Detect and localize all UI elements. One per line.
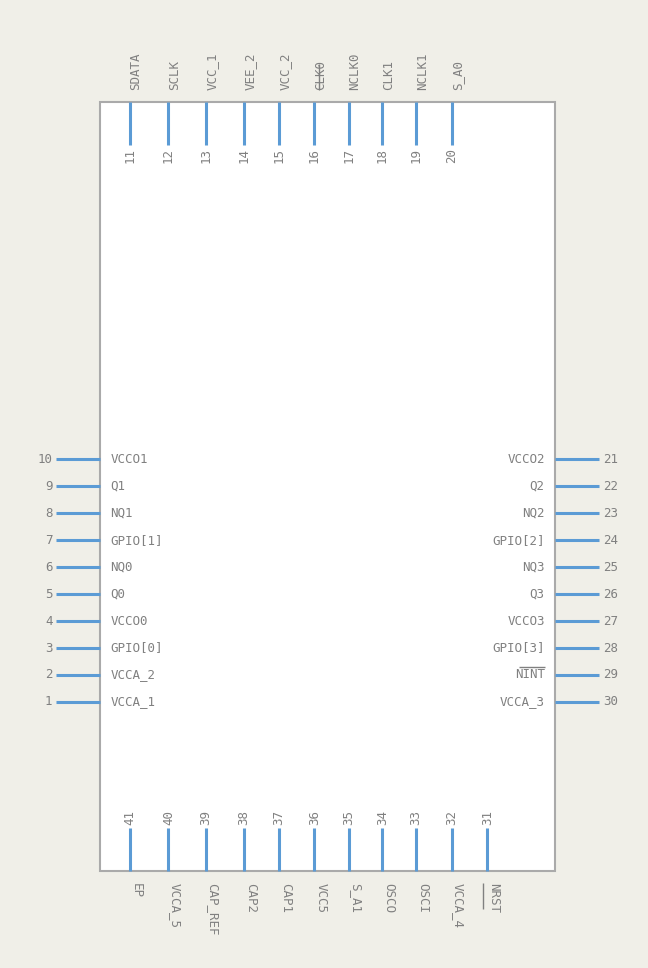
Text: GPIO[3]: GPIO[3] [492, 642, 545, 654]
Text: VCCA_1: VCCA_1 [110, 695, 156, 709]
Text: 10: 10 [38, 453, 52, 466]
Text: 15: 15 [272, 148, 285, 164]
Text: 41: 41 [123, 809, 136, 825]
Text: 17: 17 [342, 148, 355, 164]
Text: CAP2: CAP2 [244, 883, 257, 913]
Text: 33: 33 [410, 809, 422, 825]
Text: 40: 40 [162, 809, 175, 825]
Text: NQ1: NQ1 [110, 507, 133, 520]
Text: VCCO2: VCCO2 [507, 453, 545, 466]
Text: NQ3: NQ3 [522, 560, 545, 574]
Text: 2: 2 [45, 669, 52, 681]
Text: Q0: Q0 [110, 588, 126, 601]
Text: 26: 26 [603, 588, 618, 601]
Text: 35: 35 [342, 809, 355, 825]
Text: VCCO0: VCCO0 [110, 615, 148, 627]
Text: VCCA_5: VCCA_5 [168, 883, 181, 928]
Text: 14: 14 [237, 148, 250, 164]
Text: OSCI: OSCI [416, 883, 429, 913]
Text: 16: 16 [308, 148, 321, 164]
Text: 32: 32 [445, 809, 458, 825]
Text: NCLK1: NCLK1 [416, 52, 429, 90]
Text: S_A0: S_A0 [452, 60, 465, 90]
Text: 29: 29 [603, 669, 618, 681]
Text: GPIO[0]: GPIO[0] [110, 642, 163, 654]
Text: 18: 18 [376, 148, 389, 164]
Text: 37: 37 [272, 809, 285, 825]
Text: CAP_REF: CAP_REF [206, 883, 219, 936]
Text: 20: 20 [445, 148, 458, 164]
Text: 27: 27 [603, 615, 618, 627]
Text: VEE_2: VEE_2 [244, 52, 257, 90]
Text: 24: 24 [603, 533, 618, 547]
Text: NRST: NRST [487, 883, 500, 913]
Text: Q1: Q1 [110, 480, 126, 493]
Text: 21: 21 [603, 453, 618, 466]
Text: VCCA_3: VCCA_3 [500, 695, 545, 709]
Text: CLK1: CLK1 [382, 60, 395, 90]
Text: 25: 25 [603, 560, 618, 574]
Text: NINT: NINT [515, 669, 545, 681]
Text: 30: 30 [603, 695, 618, 709]
Text: 22: 22 [603, 480, 618, 493]
Text: SDATA: SDATA [130, 52, 143, 90]
Text: S_A1: S_A1 [349, 883, 362, 913]
Text: 6: 6 [45, 560, 52, 574]
Text: NCLK0: NCLK0 [349, 52, 362, 90]
Text: 7: 7 [45, 533, 52, 547]
Text: 39: 39 [200, 809, 213, 825]
Text: 12: 12 [162, 148, 175, 164]
Text: SCLK: SCLK [168, 60, 181, 90]
Text: Q3: Q3 [529, 588, 545, 601]
Text: 3: 3 [45, 642, 52, 654]
Text: VCCA_2: VCCA_2 [110, 669, 156, 681]
Text: 38: 38 [237, 809, 250, 825]
Text: Q2: Q2 [529, 480, 545, 493]
Text: VCCA_4: VCCA_4 [452, 883, 465, 928]
Text: 5: 5 [45, 588, 52, 601]
Text: 28: 28 [603, 642, 618, 654]
Text: 4: 4 [45, 615, 52, 627]
Text: EP: EP [130, 883, 143, 898]
Text: 31: 31 [481, 809, 494, 825]
Text: 9: 9 [45, 480, 52, 493]
Text: VCC_2: VCC_2 [279, 52, 292, 90]
Text: VCC_1: VCC_1 [206, 52, 219, 90]
Text: CLK0: CLK0 [314, 60, 327, 90]
Text: NQ0: NQ0 [110, 560, 133, 574]
Text: VCC5: VCC5 [314, 883, 327, 913]
Text: NQ2: NQ2 [522, 507, 545, 520]
Bar [100, 102, 555, 871]
Text: 36: 36 [308, 809, 321, 825]
Text: 11: 11 [123, 148, 136, 164]
Text: 23: 23 [603, 507, 618, 520]
Text: GPIO[1]: GPIO[1] [110, 533, 163, 547]
Text: VCCO1: VCCO1 [110, 453, 148, 466]
Text: 8: 8 [45, 507, 52, 520]
Text: 1: 1 [45, 695, 52, 709]
Text: 34: 34 [376, 809, 389, 825]
Text: VCCO3: VCCO3 [507, 615, 545, 627]
Text: CAP1: CAP1 [279, 883, 292, 913]
Text: OSCO: OSCO [382, 883, 395, 913]
Text: GPIO[2]: GPIO[2] [492, 533, 545, 547]
Text: 19: 19 [410, 148, 422, 164]
Text: 13: 13 [200, 148, 213, 164]
